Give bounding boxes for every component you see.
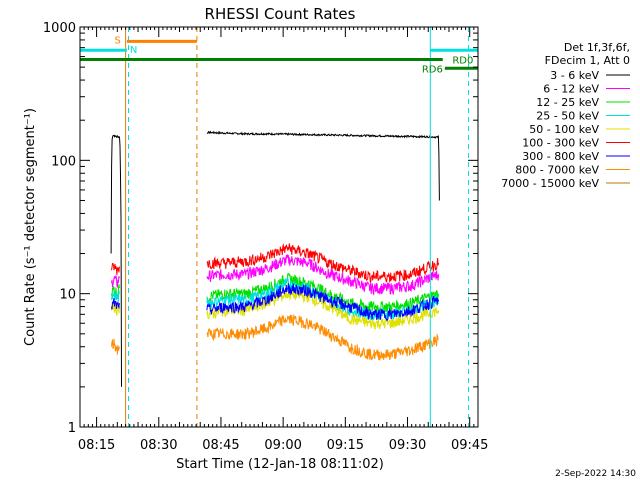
legend-label-4: 50 - 100 keV bbox=[529, 123, 599, 136]
series-line-7-0 bbox=[111, 338, 120, 355]
x-tick-label-5: 09:30 bbox=[389, 438, 426, 453]
x-tick-label-2: 08:45 bbox=[202, 438, 239, 453]
legend-label-5: 100 - 300 keV bbox=[522, 137, 599, 150]
x-tick-label-3: 09:00 bbox=[264, 438, 301, 453]
legend-label-3: 25 - 50 keV bbox=[536, 110, 599, 123]
legend-label-2: 12 - 25 keV bbox=[536, 96, 599, 109]
flag-label-n: N bbox=[130, 45, 137, 56]
series-line-5-1 bbox=[206, 243, 440, 284]
series-line-1-0 bbox=[111, 274, 120, 289]
y-tick-label-2: 100 bbox=[51, 154, 76, 169]
series-line-2-1 bbox=[206, 272, 440, 313]
y-tick-label-3: 1000 bbox=[43, 21, 76, 36]
legend-label-8: 7000 - 15000 keV bbox=[501, 177, 599, 190]
series-line-1-1 bbox=[206, 254, 440, 296]
series-line-4-1 bbox=[206, 289, 440, 330]
y-tick-label-1: 10 bbox=[59, 288, 76, 303]
series-line-5-0 bbox=[111, 262, 120, 275]
x-tick-label-0: 08:15 bbox=[78, 438, 115, 453]
chart-title: RHESSI Count Rates bbox=[205, 5, 356, 23]
flag-label-rd6: RD6 bbox=[422, 64, 443, 75]
flag-label-s: S bbox=[114, 35, 120, 46]
series-line-0-1 bbox=[206, 130, 440, 201]
legend-label-7: 800 - 7000 keV bbox=[515, 164, 599, 177]
timestamp: 2-Sep-2022 14:30 bbox=[555, 469, 636, 479]
plot-frame bbox=[79, 26, 479, 428]
legend-header-0: Det 1f,3f,6f, bbox=[564, 41, 630, 54]
y-axis-label: Count Rate (s⁻¹ detector segment⁻¹) bbox=[23, 108, 38, 346]
x-tick-label-1: 08:30 bbox=[140, 438, 177, 453]
legend-label-0: 3 - 6 keV bbox=[550, 69, 599, 82]
x-tick-label-4: 09:15 bbox=[327, 438, 364, 453]
series-line-7-1 bbox=[206, 314, 439, 361]
series-line-6-0 bbox=[111, 298, 120, 310]
x-tick-label-6: 09:45 bbox=[451, 438, 488, 453]
flag-label-rd0: RD0 bbox=[452, 56, 473, 67]
legend-header-1: FDecim 1, Att 0 bbox=[545, 54, 630, 67]
y-tick-label-0: 1 bbox=[68, 421, 76, 436]
axes: 1 10 100 1000 08:15 08:30 08:45 09:00 09:15 09:30… bbox=[43, 21, 489, 453]
legend-label-1: 6 - 12 keV bbox=[543, 83, 599, 96]
series-line-6-1 bbox=[206, 283, 440, 321]
x-axis-label: Start Time (12-Jan-18 08:11:02) bbox=[176, 457, 384, 472]
plot-area: SN RD6 RD0 bbox=[80, 27, 478, 427]
series-line-0-0 bbox=[110, 134, 122, 387]
legend-label-6: 300 - 800 keV bbox=[522, 150, 599, 163]
series-line-3-0 bbox=[111, 290, 120, 302]
